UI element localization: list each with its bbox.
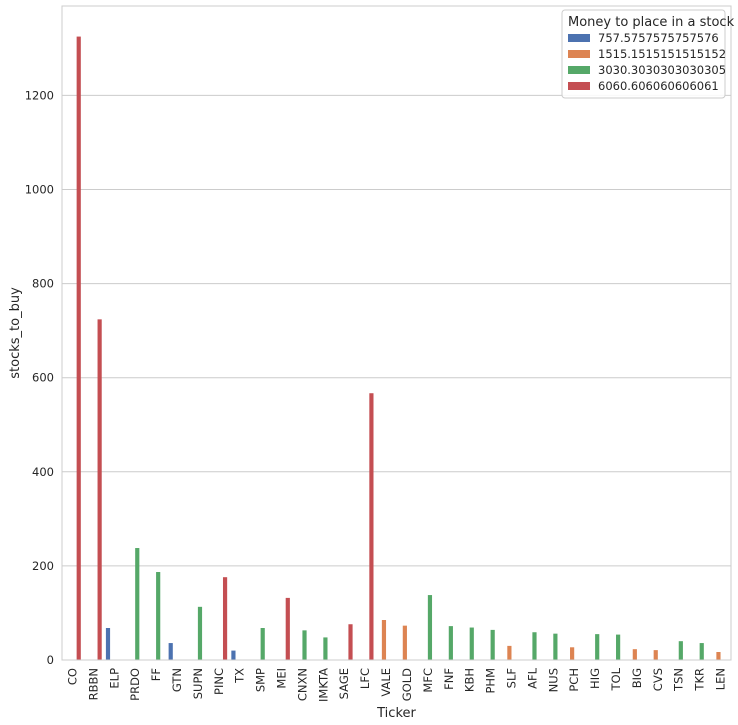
bar-supn	[197, 606, 203, 660]
bar-gtn	[168, 643, 173, 660]
bar-slf	[507, 645, 512, 660]
bar-cnxn	[302, 630, 307, 660]
x-tick-label: TX	[233, 668, 247, 684]
bar-elp	[105, 628, 111, 660]
x-tick-label: SUPN	[191, 668, 205, 699]
x-tick-label: IMKTA	[316, 668, 330, 702]
legend-title: Money to place in a stock	[568, 15, 735, 30]
bar-rbbn	[97, 319, 102, 660]
y-tick-label: 600	[32, 371, 54, 385]
bar-lfc	[369, 393, 374, 660]
bar-vale	[381, 620, 387, 660]
x-tick-label: SMP	[254, 668, 268, 692]
x-tick-label: CO	[65, 668, 79, 685]
bar-hig	[595, 634, 600, 660]
bar-tx	[231, 650, 236, 660]
legend-swatch	[568, 50, 590, 58]
bar-tkr	[699, 643, 704, 660]
x-tick-labels: CO RBBN ELP PRDO FF GTN SUPN PINC TX SMP MEI CNXN IM…	[65, 667, 727, 702]
legend-label: 3030.3030303030305	[598, 63, 726, 77]
bar-prdo	[135, 548, 140, 660]
x-tick-label: FF	[149, 668, 163, 681]
bar-imkta	[323, 637, 328, 660]
bar-kbh	[469, 627, 474, 660]
bar-nus	[553, 633, 558, 660]
bar-afl	[532, 632, 537, 660]
bar-pch	[570, 647, 575, 660]
x-tick-label: TOL	[609, 667, 623, 691]
x-tick-label: MEI	[275, 668, 289, 689]
y-tick-label: 400	[32, 465, 54, 479]
legend: Money to place in a stock 757.5757575757…	[561, 9, 735, 99]
bar-gold	[402, 625, 407, 660]
bar-big	[632, 649, 637, 660]
x-tick-label: HIG	[588, 668, 602, 689]
bars	[76, 36, 721, 660]
x-tick-label: KBH	[463, 668, 477, 692]
x-tick-label: CNXN	[295, 668, 309, 701]
x-tick-label: CVS	[651, 668, 665, 691]
bar-mfc	[427, 595, 433, 660]
bar-smp	[260, 628, 265, 660]
bar-len	[716, 652, 721, 660]
legend-swatch	[568, 34, 590, 42]
x-tick-label: GTN	[170, 668, 184, 692]
x-tick-label: PHM	[484, 668, 498, 694]
x-tick-label: TSN	[672, 668, 686, 692]
bar-tsn	[678, 641, 683, 660]
x-tick-label: AFL	[525, 667, 539, 688]
bar-tol	[616, 634, 621, 660]
bar-fnf	[448, 626, 453, 660]
bar-mei	[285, 597, 290, 660]
y-tick-label: 0	[47, 653, 54, 667]
x-tick-label: LFC	[358, 668, 372, 689]
bar-cvs	[653, 650, 658, 660]
y-tick-label: 200	[32, 559, 54, 573]
y-tick-label: 800	[32, 277, 54, 291]
x-tick-label: NUS	[546, 668, 560, 692]
legend-swatch	[568, 82, 590, 90]
grid-lines	[62, 94, 731, 661]
x-tick-label: ELP	[107, 668, 121, 689]
x-tick-label: SLF	[504, 668, 518, 688]
bar-phm	[490, 629, 495, 660]
x-tick-label: VALE	[379, 668, 393, 697]
x-tick-label: TKR	[693, 668, 707, 692]
x-tick-label: FNF	[442, 668, 456, 690]
legend-box	[561, 9, 726, 99]
x-tick-label: PRDO	[128, 668, 142, 701]
legend-swatch	[568, 66, 590, 74]
x-tick-label: LEN	[714, 668, 728, 690]
legend-label: 757.5757575757576	[598, 31, 719, 45]
plot-frame	[61, 5, 732, 661]
x-axis-label: Ticker	[376, 706, 416, 721]
legend-items: 757.5757575757576 1515.1515151515152 3030.…	[568, 31, 726, 93]
y-axis-label: stocks_to_buy	[8, 287, 23, 379]
bar-co	[76, 36, 81, 660]
bar-ff	[156, 572, 161, 660]
x-tick-label: PCH	[567, 668, 581, 692]
x-tick-label: RBBN	[86, 668, 100, 700]
x-tick-label: GOLD	[400, 668, 414, 701]
bar-pinc	[222, 577, 228, 660]
y-tick-label: 1000	[25, 182, 54, 196]
legend-label: 6060.606060606061	[598, 79, 719, 93]
y-tick-labels: 0 200 400 600 800 1000 1200	[25, 88, 54, 667]
bar-sage	[348, 624, 353, 660]
x-tick-label: PINC	[212, 668, 226, 695]
x-tick-label: BIG	[630, 668, 644, 688]
x-tick-label: MFC	[421, 668, 435, 693]
legend-label: 1515.1515151515152	[598, 47, 726, 61]
y-tick-label: 1200	[25, 88, 54, 102]
x-tick-label: SAGE	[337, 668, 351, 699]
